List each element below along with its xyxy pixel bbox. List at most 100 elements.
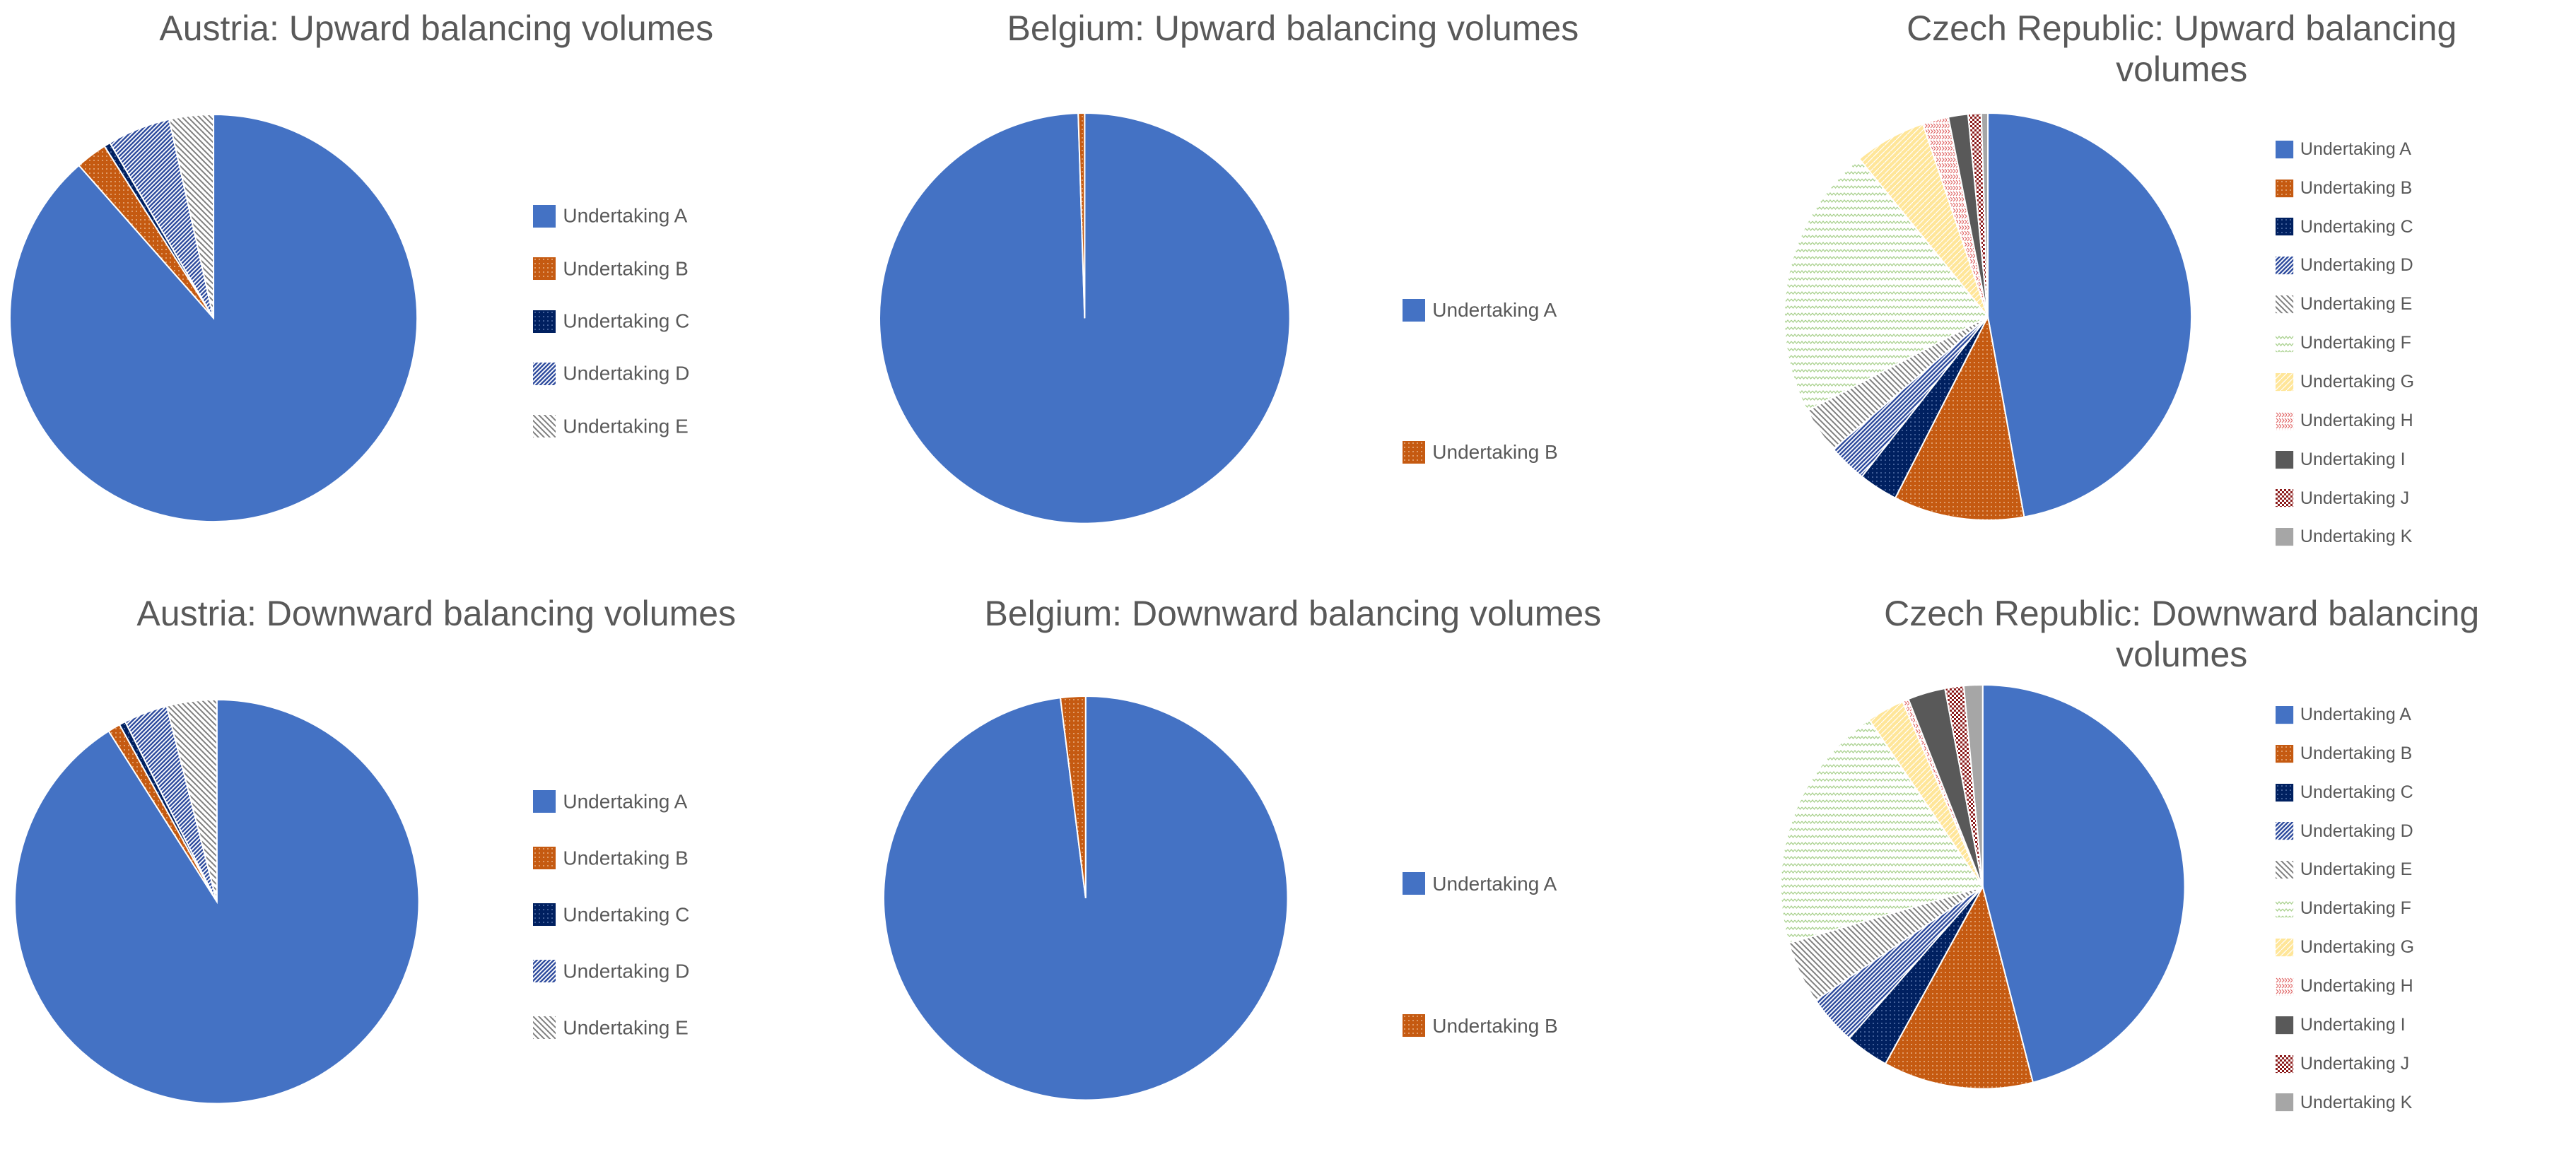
- pie-slice-a: [1986, 112, 2192, 518]
- legend-swatch-e: [2275, 295, 2293, 314]
- legend-label: Undertaking A: [563, 790, 688, 813]
- legend-swatch-a: [1403, 298, 1426, 322]
- legend-swatch-f: [2275, 900, 2293, 918]
- legend-label: Undertaking K: [2300, 1092, 2413, 1112]
- legend-swatch-c: [533, 903, 556, 927]
- legend-swatch-b: [1403, 1014, 1426, 1038]
- legend-label: Undertaking D: [2300, 255, 2413, 276]
- chart-title: Austria: Downward balancing volumes: [136, 593, 737, 633]
- pie-slice-e: [165, 698, 218, 902]
- legend-label: Undertaking B: [1432, 1014, 1558, 1037]
- legend-entry-k: Undertaking K: [2275, 517, 2414, 556]
- legend-entry-e: Undertaking E: [533, 999, 689, 1055]
- pie-slice-f: [1783, 158, 1989, 412]
- legend-label: Undertaking D: [563, 362, 690, 384]
- pie-chart: [1783, 112, 2192, 522]
- chart-legend: Undertaking A Undertaking B: [1403, 237, 1558, 522]
- legend-label: Undertaking E: [2300, 294, 2413, 315]
- legend-swatch-a: [2275, 140, 2293, 158]
- legend-entry-f: Undertaking F: [2275, 323, 2414, 362]
- legend-label: Undertaking H: [2300, 975, 2413, 996]
- legend-entry-g: Undertaking G: [2275, 362, 2414, 401]
- pie-slice-f: [1780, 719, 1984, 945]
- legend-label: Undertaking E: [2300, 859, 2413, 880]
- chart-title: Czech Republic: Downward balancing volum…: [1884, 593, 2480, 674]
- legend-swatch-a: [1403, 872, 1426, 895]
- legend-entry-a: Undertaking A: [2275, 695, 2414, 734]
- pie-slice-e: [168, 114, 214, 319]
- legend-label: Undertaking C: [563, 310, 690, 332]
- legend-label: Undertaking G: [2300, 937, 2415, 958]
- legend-entry-f: Undertaking F: [2275, 888, 2414, 927]
- legend-entry-b: Undertaking B: [1403, 380, 1558, 522]
- legend-entry-a: Undertaking A: [2275, 129, 2414, 168]
- legend-swatch-h: [2275, 411, 2293, 430]
- legend-swatch-e: [533, 415, 556, 438]
- legend-label: Undertaking A: [1432, 299, 1557, 322]
- legend-entry-j: Undertaking J: [2275, 1044, 2414, 1083]
- legend-swatch-c: [533, 310, 556, 333]
- legend-swatch-g: [2275, 938, 2293, 957]
- legend-swatch-h: [2275, 977, 2293, 995]
- legend-entry-a: Undertaking A: [1403, 811, 1557, 953]
- legend-swatch-d: [2275, 257, 2293, 275]
- legend-entry-e: Undertaking E: [2275, 284, 2414, 323]
- legend-swatch-j: [2275, 489, 2293, 507]
- legend-swatch-c: [2275, 783, 2293, 801]
- chart-title: Belgium: Upward balancing volumes: [1007, 8, 1579, 49]
- legend-entry-b: Undertaking B: [2275, 168, 2414, 207]
- legend-label: Undertaking F: [2300, 898, 2411, 919]
- legend-swatch-e: [2275, 861, 2293, 879]
- legend-entry-d: Undertaking D: [533, 942, 689, 999]
- legend-swatch-k: [2275, 1093, 2293, 1112]
- legend-label: Undertaking E: [563, 1016, 689, 1039]
- legend-swatch-j: [2275, 1054, 2293, 1073]
- legend-swatch-b: [533, 257, 556, 281]
- legend-swatch-d: [533, 960, 556, 983]
- legend-label: Undertaking A: [2300, 704, 2411, 724]
- legend-label: Undertaking J: [2300, 1053, 2410, 1074]
- pie-chart: [883, 695, 1289, 1101]
- legend-entry-h: Undertaking H: [2275, 966, 2414, 1005]
- pie-slice-k: [1980, 112, 1989, 317]
- legend-swatch-a: [2275, 705, 2293, 724]
- legend-entry-d: Undertaking D: [2275, 245, 2414, 284]
- pie-chart: [13, 698, 420, 1105]
- legend-swatch-b: [2275, 744, 2293, 763]
- pie-slice-b: [1894, 314, 2025, 522]
- legend-entry-i: Undertaking I: [2275, 440, 2414, 478]
- legend-swatch-i: [2275, 450, 2293, 469]
- legend-swatch-g: [2275, 372, 2293, 391]
- legend-label: Undertaking A: [1432, 872, 1557, 895]
- legend-label: Undertaking B: [1432, 441, 1558, 464]
- legend-entry-b: Undertaking B: [2275, 734, 2414, 772]
- legend-entry-a: Undertaking A: [533, 189, 689, 241]
- legend-label: Undertaking C: [2300, 782, 2413, 802]
- legend-label: Undertaking K: [2300, 527, 2413, 547]
- legend-label: Undertaking A: [2300, 139, 2411, 159]
- legend-swatch-a: [533, 205, 556, 228]
- pie-slice-b: [1060, 695, 1087, 899]
- legend-swatch-d: [2275, 822, 2293, 840]
- legend-label: Undertaking J: [2300, 488, 2410, 508]
- pie-slice-k: [1963, 684, 1984, 888]
- legend-swatch-d: [533, 362, 556, 385]
- legend-entry-c: Undertaking C: [533, 294, 689, 346]
- pie-chart: [8, 114, 418, 523]
- legend-label: Undertaking B: [563, 257, 689, 280]
- legend-label: Undertaking F: [2300, 333, 2411, 353]
- chart-legend: Undertaking A Undertaking B Undertaking C U…: [533, 772, 689, 1055]
- legend-entry-g: Undertaking G: [2275, 927, 2415, 966]
- legend-entry-k: Undertaking K: [2275, 1083, 2414, 1122]
- legend-swatch-f: [2275, 334, 2293, 353]
- legend-label: Undertaking B: [563, 847, 689, 869]
- legend-entry-d: Undertaking D: [2275, 811, 2414, 850]
- chart-legend: Undertaking A Undertaking B Undertaking C U…: [2275, 129, 2414, 556]
- pie-slice-a: [1982, 684, 2186, 1084]
- legend-label: Undertaking E: [563, 415, 689, 437]
- legend-swatch-k: [2275, 528, 2293, 546]
- legend-entry-e: Undertaking E: [533, 399, 689, 452]
- legend-entry-i: Undertaking I: [2275, 1005, 2414, 1044]
- chart-title: Austria: Upward balancing volumes: [159, 8, 714, 49]
- pie-chart: [878, 112, 1291, 524]
